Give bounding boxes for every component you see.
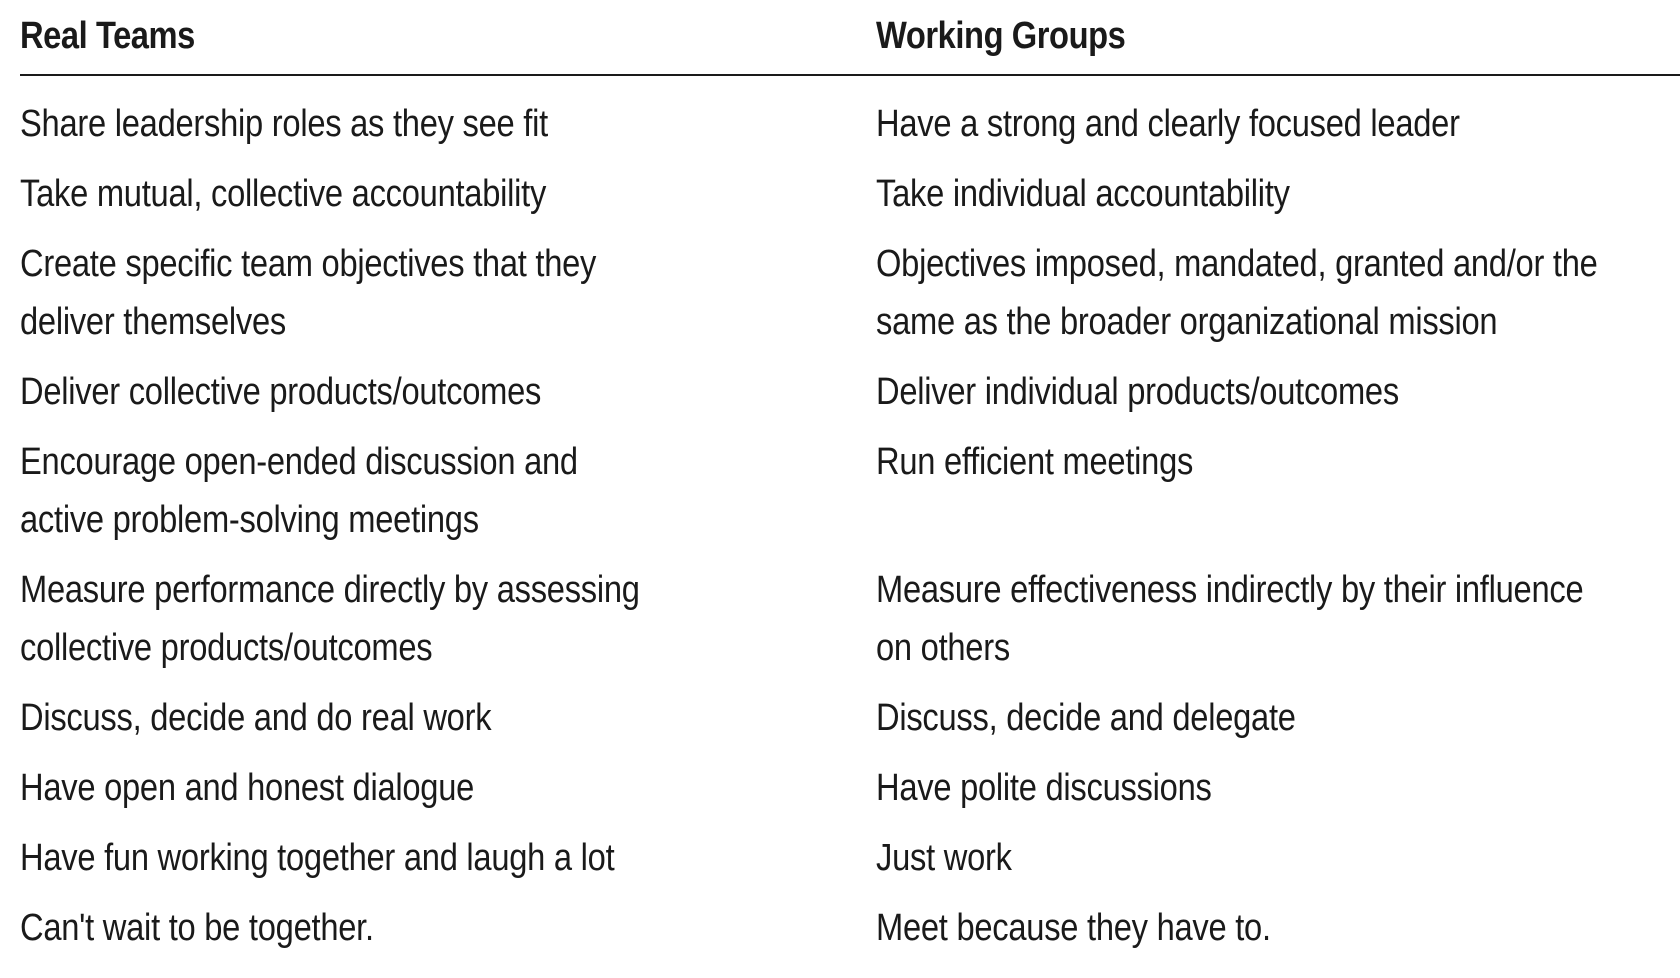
header-working-groups: Working Groups: [876, 15, 1126, 57]
table-row: Discuss, decide and do real work Discuss…: [20, 683, 1680, 753]
working-groups-cell: Run efficient meetings: [876, 441, 1194, 483]
table-row: Have open and honest dialogue Have polit…: [20, 753, 1680, 823]
working-groups-cell: Deliver individual products/outcomes: [876, 371, 1399, 413]
table-row: Can't wait to be together. Meet because …: [20, 893, 1680, 963]
working-groups-cell: Measure effectiveness indirectly by thei…: [876, 569, 1584, 669]
table-row: Encourage open-ended discussion and acti…: [20, 427, 1680, 555]
working-groups-cell: Meet because they have to.: [876, 907, 1271, 949]
real-teams-cell: Can't wait to be together.: [20, 907, 374, 949]
table-row: Share leadership roles as they see fit H…: [20, 89, 1680, 159]
real-teams-cell: Have fun working together and laugh a lo…: [20, 837, 615, 879]
header-real-teams: Real Teams: [20, 15, 195, 57]
table-row: Create specific team objectives that the…: [20, 229, 1680, 357]
working-groups-cell: Have polite discussions: [876, 767, 1212, 809]
real-teams-cell: Take mutual, collective accountability: [20, 173, 547, 215]
real-teams-cell: Have open and honest dialogue: [20, 767, 475, 809]
real-teams-cell: Encourage open-ended discussion and acti…: [20, 441, 578, 541]
table-row: Take mutual, collective accountability T…: [20, 159, 1680, 229]
real-teams-cell: Share leadership roles as they see fit: [20, 103, 548, 145]
comparison-table: Real Teams Working Groups Share leadersh…: [20, 0, 1680, 963]
working-groups-cell: Just work: [876, 837, 1012, 879]
table-body: Share leadership roles as they see fit H…: [20, 76, 1680, 963]
table-row: Measure performance directly by assessin…: [20, 555, 1680, 683]
table-row: Deliver collective products/outcomes Del…: [20, 357, 1680, 427]
real-teams-cell: Deliver collective products/outcomes: [20, 371, 542, 413]
real-teams-cell: Discuss, decide and do real work: [20, 697, 492, 739]
real-teams-cell: Measure performance directly by assessin…: [20, 569, 640, 669]
table-row: Have fun working together and laugh a lo…: [20, 823, 1680, 893]
real-teams-cell: Create specific team objectives that the…: [20, 243, 597, 343]
working-groups-cell: Take individual accountability: [876, 173, 1290, 215]
table-header: Real Teams Working Groups: [20, 0, 1680, 76]
working-groups-cell: Discuss, decide and delegate: [876, 697, 1296, 739]
working-groups-cell: Have a strong and clearly focused leader: [876, 103, 1460, 145]
working-groups-cell: Objectives imposed, mandated, granted an…: [876, 243, 1598, 343]
